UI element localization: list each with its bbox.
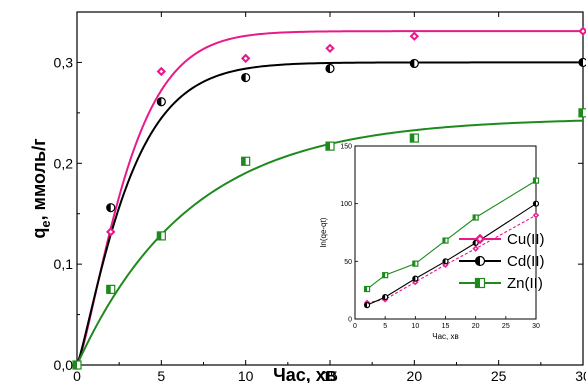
inset-point-Zn(II)-fill — [364, 286, 368, 292]
x-tick-label: 15 — [322, 368, 338, 383]
inset-y-tick-label: 0 — [348, 317, 352, 324]
y-axis-label-main: q — [29, 228, 49, 239]
inset-point-Cd(II)-fill — [533, 201, 536, 207]
inset-line-Cd(II) — [366, 203, 537, 306]
data-point-Cu(II)-highlight — [108, 230, 113, 234]
inset-series-Zn(II) — [363, 177, 540, 293]
inset-x-tick-label: 0 — [353, 323, 357, 330]
data-point-Zn(II)-fill — [157, 231, 162, 240]
inset-series-Cd(II) — [363, 200, 540, 309]
data-point-Zn(II)-fill — [106, 285, 111, 294]
inset-point-Cd(II)-fill — [382, 294, 386, 300]
inset-point-Cd(II)-fill — [443, 258, 446, 264]
data-point-Cu(II)-highlight — [412, 34, 417, 39]
series-Cd(II) — [72, 57, 586, 370]
inset-plot: 0 5 10 15 20 25 30 0 50 100 150 Час, хв ln(qe-qt) — [319, 144, 540, 342]
inset-x-tick-label: 30 — [532, 323, 540, 330]
data-point-Cd(II)-fill — [410, 59, 415, 68]
data-point-Cd(II)-fill — [157, 97, 162, 106]
inset-point-Zn(II)-fill — [473, 215, 476, 221]
inset-y-tick-label: 50 — [344, 259, 352, 266]
inset-line-Cu(II) — [366, 214, 537, 304]
data-point-Cd(II)-fill — [241, 73, 246, 82]
x-tick-label: 30 — [575, 368, 586, 383]
fit-curve-Cu(II) — [76, 30, 583, 366]
legend-marker-Cd(II)-fill — [475, 256, 480, 266]
legend-label-Zn(II): Zn(II) — [507, 275, 543, 292]
data-point-Cu(II)-highlight — [159, 69, 164, 74]
inset-point-Zn(II)-fill — [412, 261, 416, 267]
x-tick-label: 5 — [157, 368, 165, 383]
data-point-Zn(II)-fill — [241, 157, 246, 166]
y-tick-label: 0,3 — [54, 54, 74, 70]
inset-y-tick-label: 100 — [340, 201, 352, 208]
inset-x-tick-label: 20 — [472, 323, 480, 330]
inset-x-tick-label: 25 — [502, 323, 510, 330]
main-plot: 0 5 10 15 20 25 30 0,0 0,1 0,2 0,3 Час, хв qe, ммоль… — [29, 11, 586, 383]
inset-point-Zn(II)-fill — [443, 238, 446, 244]
data-point-Zn(II)-fill — [73, 361, 77, 369]
data-point-Cd(II)-fill — [106, 203, 111, 212]
data-point-Cu(II)-highlight — [328, 46, 332, 51]
inset-point-Zn(II)-fill — [533, 178, 536, 184]
fit-curve-Cd(II) — [76, 61, 583, 366]
legend-marker-Zn(II)-fill — [475, 278, 480, 288]
data-point-Cd(II)-fill — [326, 64, 330, 73]
inset-y-tick-label: 150 — [340, 144, 352, 151]
y-axis-label: qe, ммоль/г — [29, 138, 53, 239]
inset-y-axis-label: ln(qe-qt) — [319, 217, 328, 247]
inset-point-Cu(II)-highlight — [534, 214, 538, 217]
y-axis-label-rest: , ммоль/г — [29, 138, 49, 220]
series-Zn(II) — [72, 108, 586, 370]
legend-label-Cu(II): Cu(II) — [507, 231, 545, 248]
legend-label-Cd(II): Cd(II) — [507, 253, 545, 270]
y-tick-label: 0,0 — [54, 357, 74, 373]
legend: Cu(II) Cd(II) Zn(II) — [459, 231, 545, 292]
y-tick-label: 0,2 — [54, 155, 74, 171]
x-axis-label: Час, хв — [273, 365, 337, 383]
y-axis-label-sub: e — [38, 220, 53, 227]
inset-x-axis-label: Час, хв — [432, 332, 458, 341]
series-Cu(II) — [72, 26, 586, 370]
data-point-Zn(II)-fill — [579, 108, 583, 117]
inset-point-Cd(II)-fill — [473, 240, 476, 246]
inset-point-Cd(II)-fill — [412, 276, 416, 282]
x-tick-label: 25 — [491, 368, 507, 383]
x-tick-label: 0 — [73, 368, 81, 383]
inset-point-Cu(II)-highlight — [474, 247, 477, 250]
inset-point-Cd(II)-fill — [364, 302, 368, 308]
y-tick-label: 0,1 — [54, 256, 74, 272]
x-tick-label: 20 — [407, 368, 423, 383]
inset-x-tick-label: 5 — [383, 323, 387, 330]
legend-marker-Cu(II)-highlight — [477, 236, 483, 242]
data-point-Zn(II)-fill — [410, 134, 415, 143]
inset-point-Zn(II)-fill — [382, 272, 386, 278]
data-point-Cu(II)-highlight — [243, 56, 248, 61]
inset-x-tick-label: 15 — [442, 323, 450, 330]
inset-x-tick-label: 10 — [411, 323, 419, 330]
x-tick-label: 10 — [238, 368, 254, 383]
data-point-Cd(II)-fill — [579, 58, 583, 67]
data-point-Cu(II)-highlight — [581, 29, 585, 33]
data-point-Zn(II)-fill — [326, 142, 330, 151]
